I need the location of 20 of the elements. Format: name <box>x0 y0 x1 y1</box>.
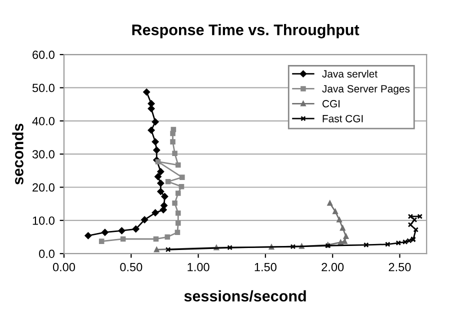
legend-label: Java Server Pages <box>322 85 410 95</box>
x-tick-label: 1.50 <box>254 262 276 272</box>
y-tick-label: 10.0 <box>32 216 55 225</box>
y-tick-label: 40.0 <box>32 116 55 126</box>
y-tick-label: 20.0 <box>32 183 55 192</box>
legend-label: Java servlet <box>322 70 378 78</box>
x-tick-label: 0.00 <box>52 262 76 272</box>
x-tick-label: 2.50 <box>388 262 411 272</box>
legend-label: Fast CGI <box>322 114 363 122</box>
x-tick-label: 1.00 <box>188 262 210 272</box>
x-tick-label: 2.00 <box>322 262 344 272</box>
y-tick-label: 50.0 <box>32 84 55 92</box>
y-tick-label: 30.0 <box>32 150 55 158</box>
y-tick-label: 60.0 <box>32 50 55 59</box>
chart-title: Response Time vs. Throughput <box>132 24 360 38</box>
legend-label: CGI <box>322 100 340 108</box>
y-axis-title: seconds <box>12 124 24 185</box>
x-tick-label: 0.50 <box>120 262 142 272</box>
y-tick-label: 0.0 <box>39 250 54 258</box>
x-axis-title: sessions/second <box>184 290 306 302</box>
